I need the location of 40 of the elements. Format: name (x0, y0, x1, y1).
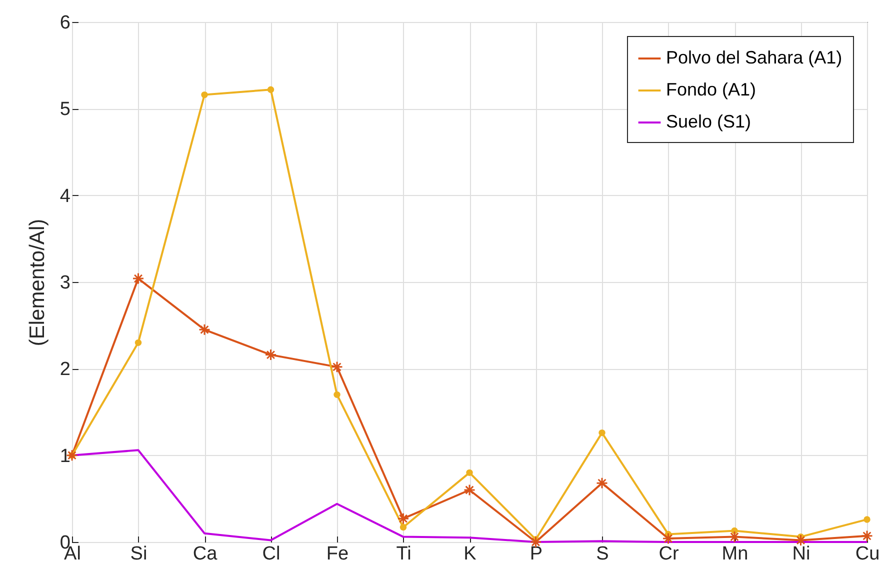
x-tick-label: Si (130, 544, 148, 564)
point (466, 469, 473, 476)
point (728, 530, 740, 543)
point (864, 516, 870, 523)
point (861, 530, 873, 542)
point (132, 272, 144, 285)
point (264, 348, 277, 361)
point (662, 532, 674, 545)
x-tick-label: Cl (262, 544, 280, 564)
y-tick-label: 4 (60, 186, 71, 207)
x-tick-label: Ca (192, 544, 218, 564)
point (198, 324, 210, 336)
x-tick-label: Mn (722, 544, 748, 564)
x-tick-label: Cu (855, 544, 880, 564)
y-tick-label: 1 (60, 446, 70, 467)
x-tick-label: P (530, 544, 543, 564)
y-axis-title: (Elemento/Al) (26, 218, 49, 346)
point (598, 429, 606, 436)
legend-label: Suelo (S1) (666, 112, 752, 132)
point (201, 91, 208, 98)
x-tick-label: Cr (658, 544, 680, 564)
x-tick-label: S (596, 544, 609, 564)
x-tick-label: Ni (792, 544, 810, 564)
y-tick-label: 5 (60, 99, 70, 120)
x-tick-label: K (464, 544, 477, 564)
legend-label: Fondo (A1) (666, 80, 756, 100)
y-tick-label: 3 (60, 272, 70, 294)
point (400, 524, 407, 531)
point (464, 484, 476, 496)
legend-label: Polvo del Sahara (A1) (666, 48, 842, 68)
y-tick-label: 6 (60, 12, 70, 34)
point (397, 512, 410, 525)
x-tick-label: Ti (396, 544, 412, 564)
y-tick-label: 2 (60, 359, 70, 380)
point (331, 360, 343, 373)
x-tick-label: Fe (326, 544, 349, 564)
point (596, 477, 608, 490)
point (267, 86, 274, 93)
point (134, 339, 142, 346)
point (334, 391, 340, 398)
